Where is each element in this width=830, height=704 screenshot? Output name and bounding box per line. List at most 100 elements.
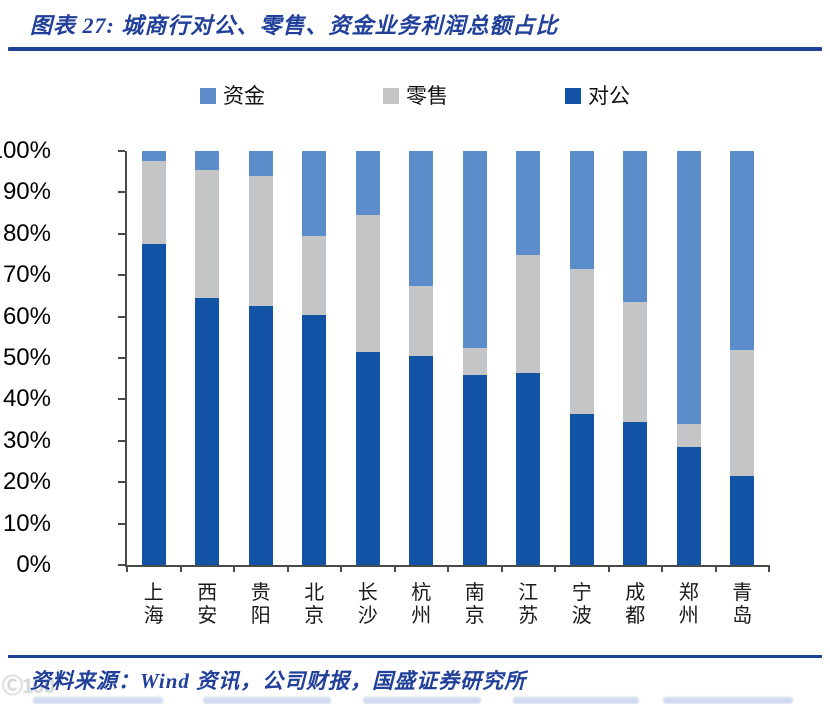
x-axis-tick-mark bbox=[768, 565, 770, 572]
legend-swatch-treasury bbox=[200, 88, 216, 104]
y-axis-tick-label: 100% bbox=[0, 137, 51, 164]
bar-segment-资金 bbox=[355, 151, 380, 216]
bar-segment-对公 bbox=[355, 351, 380, 565]
page-edge-artifact bbox=[363, 697, 481, 704]
page-title: 图表 27: 城商行对公、零售、资金业务利润总额占比 bbox=[30, 13, 559, 38]
bar-stack bbox=[516, 151, 541, 565]
bar-stack bbox=[248, 151, 273, 565]
bar-stack bbox=[462, 151, 487, 565]
y-axis-tick-mark bbox=[118, 150, 125, 152]
bar-stack bbox=[569, 151, 594, 565]
bar-segment-对公 bbox=[516, 372, 541, 565]
bar-segment-资金 bbox=[623, 151, 648, 303]
bar-segment-资金 bbox=[730, 151, 755, 350]
x-axis-category-label: 郑州 bbox=[678, 582, 699, 627]
bar-segment-对公 bbox=[730, 476, 755, 565]
bar-stack bbox=[195, 151, 220, 565]
bar-stack bbox=[730, 151, 755, 565]
bar-stack bbox=[623, 151, 648, 565]
bar-segment-零售 bbox=[676, 424, 701, 448]
watermark-logo: Ⓒ100 bbox=[2, 675, 55, 698]
bar-segment-零售 bbox=[409, 285, 434, 356]
x-axis-category-label: 长沙 bbox=[357, 582, 378, 627]
x-axis-tick-mark bbox=[286, 565, 289, 572]
bar-column: 贵阳 bbox=[234, 151, 288, 627]
y-axis-tick-label: 0% bbox=[16, 551, 51, 578]
legend-item-retail: 零售 bbox=[383, 84, 448, 108]
bar-segment-对公 bbox=[569, 413, 594, 565]
x-axis-tick-mark bbox=[554, 565, 556, 572]
x-axis-category-label: 南京 bbox=[464, 582, 485, 627]
title-divider-line bbox=[8, 47, 822, 51]
x-axis-category-label: 贵阳 bbox=[250, 582, 271, 627]
x-axis-tick-mark bbox=[393, 565, 396, 572]
y-axis-tick-label: 30% bbox=[2, 426, 51, 454]
bar-segment-零售 bbox=[569, 269, 594, 414]
x-axis-tick-mark bbox=[661, 565, 663, 572]
x-axis-category-label: 成都 bbox=[625, 582, 646, 627]
bar-segment-零售 bbox=[248, 175, 273, 307]
legend-swatch-retail bbox=[383, 88, 399, 104]
x-axis-tick-mark bbox=[500, 565, 503, 572]
bar-column: 青岛 bbox=[716, 151, 770, 627]
legend-item-treasury: 资金 bbox=[200, 84, 265, 108]
y-axis-tick-label: 80% bbox=[2, 219, 51, 247]
legend-item-corporate: 对公 bbox=[565, 84, 630, 108]
y-axis-tick-mark bbox=[118, 357, 125, 359]
bar-segment-对公 bbox=[302, 314, 327, 565]
y-axis-tick-label: 60% bbox=[2, 302, 51, 330]
y-axis-tick-mark bbox=[118, 191, 125, 194]
footer-divider-line bbox=[8, 655, 822, 658]
chart-legend: 资金 零售 对公 bbox=[0, 84, 830, 114]
x-axis-category-label: 北京 bbox=[304, 582, 325, 627]
x-axis-category-label: 上海 bbox=[143, 582, 164, 627]
bar-segment-资金 bbox=[516, 151, 541, 255]
legend-label: 资金 bbox=[223, 84, 265, 108]
bar-column: 宁波 bbox=[555, 151, 609, 627]
x-axis-category-label: 杭州 bbox=[411, 582, 432, 627]
bar-segment-零售 bbox=[462, 347, 487, 375]
bar-segment-零售 bbox=[355, 215, 380, 352]
bar-segment-零售 bbox=[141, 161, 166, 245]
x-axis-tick-mark bbox=[447, 565, 449, 572]
bar-segment-零售 bbox=[623, 302, 648, 423]
y-axis-tick-mark bbox=[118, 398, 125, 401]
y-axis-tick-mark bbox=[118, 522, 125, 525]
bar-column: 长沙 bbox=[341, 151, 395, 627]
x-axis-category-label: 江苏 bbox=[518, 582, 539, 627]
bar-column: 江苏 bbox=[502, 151, 556, 627]
x-axis-tick-mark bbox=[607, 565, 610, 572]
bar-segment-零售 bbox=[516, 254, 541, 373]
y-axis-tick-label: 50% bbox=[2, 344, 51, 371]
x-axis-category-label: 宁波 bbox=[571, 582, 592, 627]
bar-stack bbox=[409, 151, 434, 565]
y-axis-tick-label: 90% bbox=[2, 178, 51, 206]
bar-column: 郑州 bbox=[662, 151, 716, 627]
page-edge-artifact bbox=[203, 697, 331, 704]
y-axis-tick-label: 40% bbox=[2, 385, 51, 413]
bar-column: 上海 bbox=[127, 151, 181, 627]
y-axis-tick-label: 70% bbox=[2, 261, 51, 289]
page-edge-artifact bbox=[663, 697, 793, 704]
legend-label: 零售 bbox=[406, 84, 448, 108]
bar-stack bbox=[676, 151, 701, 565]
bar-stack bbox=[302, 151, 327, 565]
bar-segment-资金 bbox=[409, 151, 434, 286]
bar-segment-资金 bbox=[569, 151, 594, 269]
stacked-bar-chart: 100% 90% 80% 70% 60% 50% 40% 30% 20% 10% 0% 上海西安贵阳北… bbox=[0, 137, 770, 627]
bar-segment-对公 bbox=[248, 306, 273, 565]
y-axis-tick-mark bbox=[118, 315, 125, 318]
x-axis-category-label: 青岛 bbox=[732, 582, 753, 627]
page-edge-artifact bbox=[33, 697, 163, 704]
bar-segment-资金 bbox=[248, 151, 273, 176]
bar-segment-资金 bbox=[676, 151, 701, 425]
y-axis-tick-mark bbox=[118, 439, 125, 442]
bar-segment-对公 bbox=[676, 447, 701, 565]
legend-label: 对公 bbox=[588, 84, 630, 108]
bar-segment-对公 bbox=[141, 244, 166, 565]
y-axis-tick-label: 20% bbox=[2, 468, 51, 496]
bar-column: 成都 bbox=[609, 151, 663, 627]
bar-column: 西安 bbox=[181, 151, 235, 627]
y-axis-tick-mark bbox=[118, 481, 125, 484]
y-axis-tick-mark bbox=[118, 274, 125, 277]
